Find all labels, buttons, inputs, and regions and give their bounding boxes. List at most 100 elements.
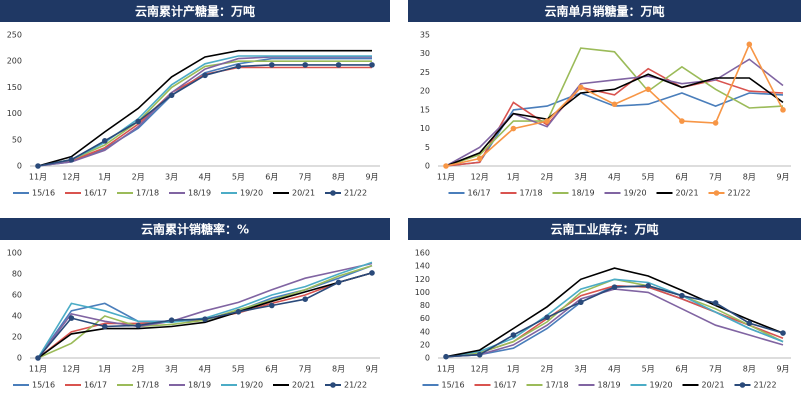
legend-label: 17/18 [136,381,159,390]
y-tick-label: 140 [415,262,430,271]
point-marker [578,84,584,91]
point-marker [335,62,342,68]
legend-label: 21/22 [344,189,367,198]
x-tick-label: 6月 [675,365,688,374]
point-marker [269,302,275,309]
chart-title: 云南单月销糖量：万吨 [544,4,664,19]
chart-title: 云南累计销糖率：% [141,222,249,237]
x-tick-label: 3月 [574,365,587,374]
legend-label: 19/20 [624,189,647,198]
legend-label: 18/19 [188,381,211,390]
series-line [445,284,784,358]
point-marker [611,101,618,108]
legend-label: 15/16 [442,381,465,390]
x-tick-label: 4月 [608,173,621,182]
x-tick-label: 3月 [574,173,587,182]
y-tick-label: 10 [420,124,430,133]
legend-label: 20/21 [702,381,725,390]
point-marker [35,163,41,169]
x-tick-label: 7月 [709,365,722,374]
y-tick-label: 50 [12,135,22,144]
point-marker [780,107,786,113]
x-tick-label: 3月 [165,365,178,374]
legend-label: 21/22 [754,381,777,390]
legend-label: 15/16 [32,381,55,390]
point-marker [102,138,108,144]
x-tick-label: 8月 [332,365,345,374]
point-marker [645,86,651,93]
legend-label: 17/18 [546,381,569,390]
y-tick-label: 100 [7,109,22,118]
x-tick-label: 2月 [541,365,554,374]
panel-header [0,218,390,240]
legend-label: 20/21 [676,189,699,198]
y-tick-label: 60 [420,314,430,323]
y-tick-label: 0 [17,354,22,363]
y-tick-label: 5 [425,143,430,152]
point-marker [235,309,242,315]
y-tick-label: 30 [420,49,430,58]
x-tick-label: 9月 [365,365,378,374]
legend-marker [330,190,336,196]
point-marker [712,120,719,126]
point-marker [679,292,685,299]
point-marker [544,118,550,124]
series-line [445,73,784,167]
legend-label: 16/17 [468,189,491,198]
y-tick-label: 40 [420,327,430,336]
x-tick-label: 12月 [62,365,80,374]
panel-header [408,218,801,240]
point-marker [476,351,483,358]
y-tick-label: 150 [7,83,22,92]
point-marker [168,92,175,99]
legend-label: 19/20 [240,381,263,390]
x-tick-label: 9月 [776,173,789,182]
y-tick-label: 25 [420,68,430,77]
y-tick-label: 80 [420,301,430,310]
point-marker [510,125,517,132]
x-tick-label: 1月 [507,365,520,374]
x-tick-label: 9月 [365,173,378,182]
x-tick-label: 8月 [743,365,756,374]
point-marker [476,155,483,162]
x-tick-label: 1月 [98,173,111,182]
y-tick-label: 20 [420,87,430,96]
legend-marker [739,382,746,388]
series-line [445,58,784,167]
legend-label: 19/20 [240,189,263,198]
point-marker [443,353,449,360]
legend-label: 17/18 [136,189,159,198]
x-tick-label: 5月 [232,173,245,182]
legend-label: 21/22 [728,189,751,198]
legend-label: 16/17 [84,189,107,198]
series-line [37,56,372,167]
x-tick-label: 4月 [198,365,211,374]
x-tick-label: 12月 [471,173,489,182]
y-tick-label: 60 [12,291,22,300]
x-tick-label: 7月 [299,173,312,182]
x-tick-label: 5月 [642,365,655,374]
point-marker [645,283,651,289]
x-tick-label: 11月 [29,173,47,182]
point-marker [68,315,75,321]
y-tick-label: 15 [420,105,430,114]
x-tick-label: 11月 [437,365,455,374]
chart-title: 云南累计产糖量：万吨 [135,4,255,19]
point-marker [578,299,584,306]
x-tick-label: 11月 [437,173,455,182]
point-marker [369,62,375,68]
legend-label: 18/19 [188,189,211,198]
x-tick-label: 5月 [232,365,245,374]
point-marker [135,322,141,329]
point-marker [235,63,242,70]
series-line [37,55,372,167]
point-marker [611,284,618,290]
x-tick-label: 6月 [265,365,278,374]
legend-label: 17/18 [520,189,543,198]
y-tick-label: 100 [7,249,22,258]
point-marker [302,62,309,68]
legend-marker [713,190,720,196]
point-marker [68,156,75,163]
series-line [445,278,784,358]
